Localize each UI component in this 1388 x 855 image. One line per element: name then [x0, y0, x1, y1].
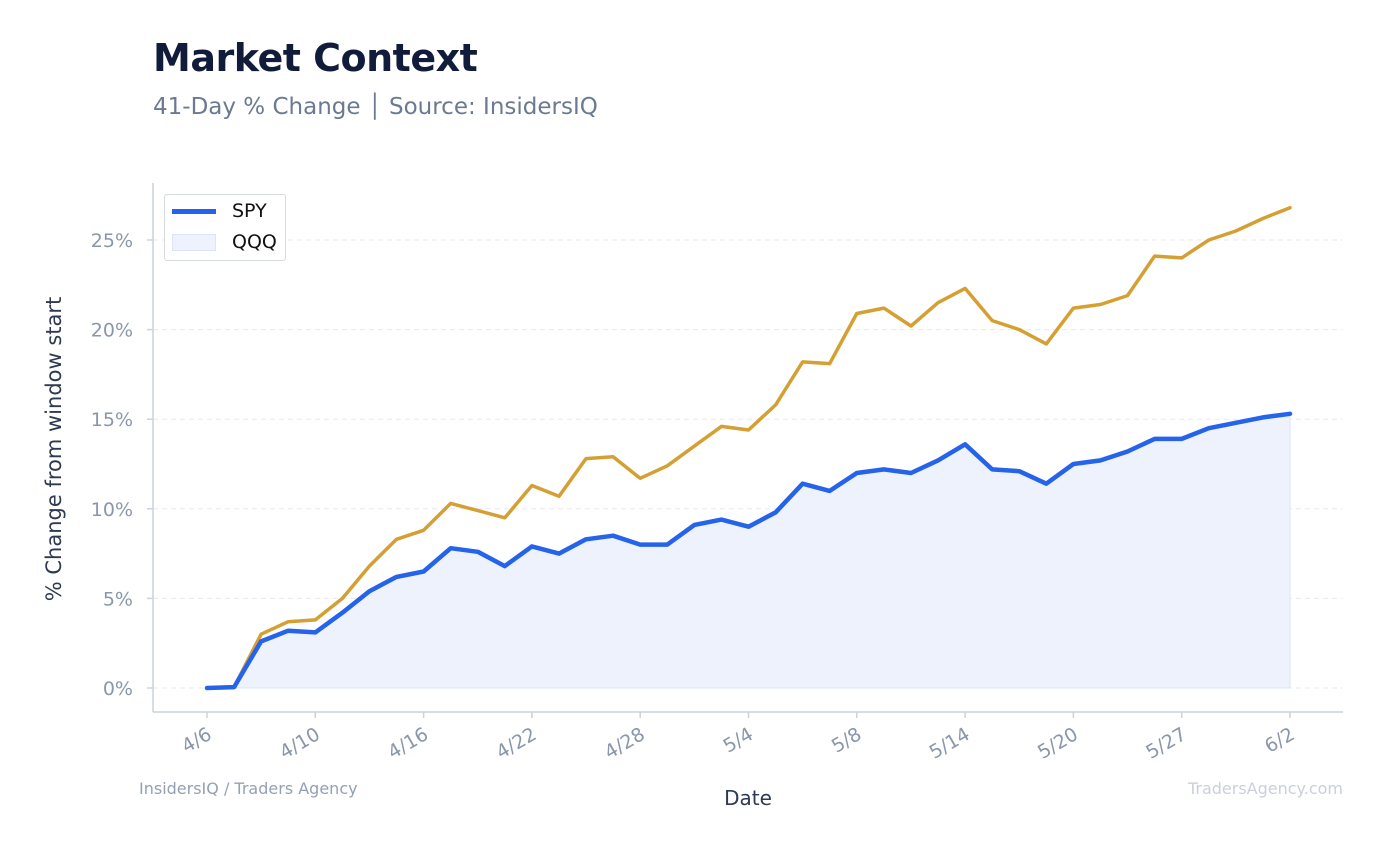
x-tick-label-4: 4/28: [601, 723, 649, 763]
spy-line-swatch: [172, 208, 216, 214]
y-tick-label-3: 15%: [91, 409, 133, 431]
spy-area-fill: [206, 413, 1291, 689]
x-tick-label-2: 4/16: [384, 723, 432, 763]
legend-label-qqq: QQQ: [232, 231, 277, 253]
y-tick-label-0: 0%: [103, 678, 133, 700]
y-axis-label: % Change from window start: [42, 297, 66, 602]
y-tick-label-4: 20%: [91, 320, 133, 342]
footer-credit: InsidersIQ / Traders Agency: [139, 779, 358, 798]
x-tick-label-8: 5/20: [1034, 723, 1082, 763]
legend-label-spy: SPY: [232, 200, 267, 222]
qqq-series-line: [205, 205, 1292, 690]
legend-item-spy: SPY: [172, 199, 267, 223]
chart-legend: SPY QQQ: [164, 194, 286, 261]
x-tick-label-9: 5/27: [1142, 723, 1190, 763]
legend-item-qqq: QQQ: [172, 230, 277, 254]
chart-subtitle: 41-Day % Change │ Source: InsidersIQ: [153, 94, 598, 120]
x-tick-label-0: 4/6: [178, 723, 215, 757]
x-tick-label-10: 6/2: [1261, 723, 1298, 757]
x-tick-label-6: 5/8: [828, 723, 865, 757]
y-tick-label-5: 25%: [91, 230, 133, 252]
qqq-area-swatch: [172, 233, 216, 251]
y-axis-ticks: 0% 5% 10% 15% 20% 25%: [91, 230, 153, 700]
y-tick-label-2: 10%: [91, 499, 133, 521]
x-tick-label-7: 5/14: [926, 723, 974, 763]
spy-series-line: [204, 411, 1293, 691]
chart-title: Market Context: [153, 36, 478, 80]
y-tick-label-1: 5%: [103, 588, 133, 610]
x-tick-label-3: 4/22: [492, 723, 540, 763]
x-axis-label: Date: [724, 786, 772, 810]
x-tick-label-5: 5/4: [720, 723, 757, 757]
footer-watermark: TradersAgency.com: [1187, 779, 1343, 798]
spy-area-layer: [206, 413, 1291, 689]
x-tick-label-1: 4/10: [276, 723, 324, 763]
x-axis-ticks: 4/6 4/10 4/16 4/22 4/28 5/4 5/8 5/14 5/20 5/27 6/2: [178, 712, 1299, 764]
series-lines: [204, 205, 1293, 691]
